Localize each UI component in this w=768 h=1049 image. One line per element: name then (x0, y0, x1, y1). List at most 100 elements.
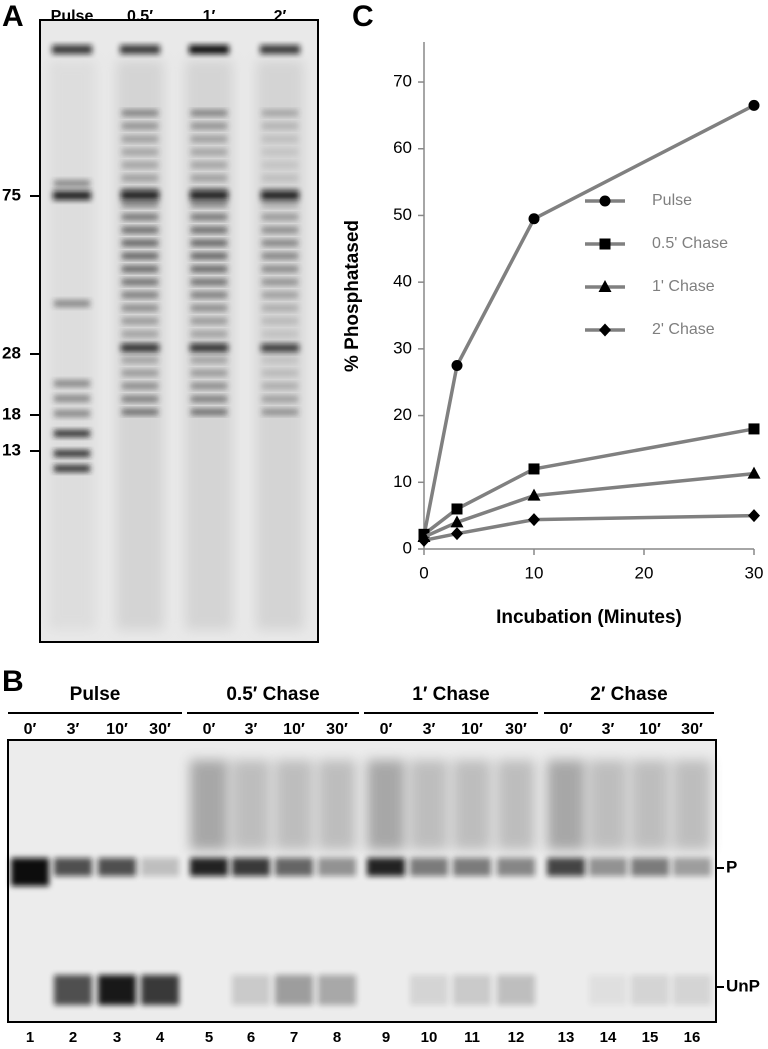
legend-label: 2' Chase (652, 321, 715, 338)
time-label: 30′ (149, 721, 171, 738)
series-line (422, 103, 755, 536)
band (191, 240, 227, 246)
lane-smear (48, 60, 96, 630)
band (191, 370, 227, 376)
band (261, 344, 299, 352)
y-tick-label: 50 (393, 205, 412, 224)
band (54, 465, 90, 472)
time-label: 3′ (67, 721, 80, 738)
band (122, 227, 158, 233)
band (122, 123, 158, 129)
marker (528, 213, 540, 225)
band-p (318, 858, 356, 876)
band-unp (318, 975, 356, 1005)
band (122, 370, 158, 376)
lane-number: 15 (642, 1029, 659, 1046)
lane-number: 13 (558, 1029, 575, 1046)
band (191, 110, 227, 116)
series-line (423, 513, 755, 543)
y-tick-label: 70 (393, 72, 412, 91)
band-p (453, 858, 491, 876)
band-unp (141, 975, 179, 1005)
lane-number: 9 (382, 1029, 390, 1046)
band (262, 266, 298, 272)
band (122, 175, 158, 181)
well (120, 45, 160, 54)
band (54, 430, 90, 437)
band-unp (232, 975, 270, 1005)
lane-number: 1 (26, 1029, 34, 1046)
band-p (11, 858, 49, 886)
band (191, 253, 227, 259)
band-unp (589, 975, 627, 1005)
band-p (547, 858, 585, 876)
band (122, 357, 158, 363)
y-axis-label: % Phosphatased (342, 220, 363, 372)
marker (748, 509, 760, 523)
size-marker: 18 (2, 404, 21, 423)
band (262, 318, 298, 324)
band (191, 279, 227, 285)
lane-number: 2 (69, 1029, 77, 1046)
group-label: Pulse (70, 684, 121, 705)
legend-marker (599, 195, 611, 207)
band (191, 331, 227, 337)
band-p (589, 858, 627, 876)
band-p (275, 858, 313, 876)
band (54, 380, 90, 387)
x-tick-label: 20 (635, 563, 654, 582)
size-marker: 13 (2, 440, 21, 459)
band (262, 409, 298, 415)
band (191, 227, 227, 233)
well (52, 45, 92, 54)
gel-b-bands (11, 760, 711, 1005)
band-p (497, 858, 535, 876)
marker (418, 533, 430, 547)
band (122, 240, 158, 246)
band (191, 292, 227, 298)
band (122, 305, 158, 311)
band-unp (275, 975, 313, 1005)
marker (527, 488, 541, 501)
smear (318, 760, 356, 850)
panel-label: B (2, 665, 24, 698)
smear (232, 760, 270, 850)
smear (497, 760, 535, 850)
band (191, 396, 227, 402)
time-label: 0′ (560, 721, 573, 738)
gel-a-bands (48, 45, 304, 630)
band (191, 149, 227, 155)
band (262, 123, 298, 129)
band-p (673, 858, 711, 876)
series-line (422, 427, 755, 536)
x-tick-label: 0 (419, 563, 428, 582)
band (54, 450, 90, 457)
marker (748, 99, 760, 111)
lane-number: 10 (421, 1029, 438, 1046)
time-label: 30′ (681, 721, 703, 738)
band (122, 331, 158, 337)
band (122, 383, 158, 389)
lane-label: Pulse (51, 8, 94, 25)
band (191, 357, 227, 363)
band-p (141, 858, 179, 876)
smear (589, 760, 627, 850)
band (262, 110, 298, 116)
legend-marker (599, 238, 611, 250)
legend-label: 1' Chase (652, 278, 715, 295)
y-tick-label: 60 (393, 138, 412, 157)
band-unp (453, 975, 491, 1005)
band (122, 110, 158, 116)
band (262, 214, 298, 220)
y-tick-label: 30 (393, 338, 412, 357)
band (122, 266, 158, 272)
time-label: 10′ (461, 721, 483, 738)
band (262, 227, 298, 233)
lane-number: 4 (156, 1029, 165, 1046)
time-label: 3′ (423, 721, 436, 738)
band (54, 300, 90, 307)
band (191, 175, 227, 181)
group-label: 0.5′ Chase (226, 684, 319, 705)
band (122, 188, 158, 194)
band-p (54, 858, 92, 876)
